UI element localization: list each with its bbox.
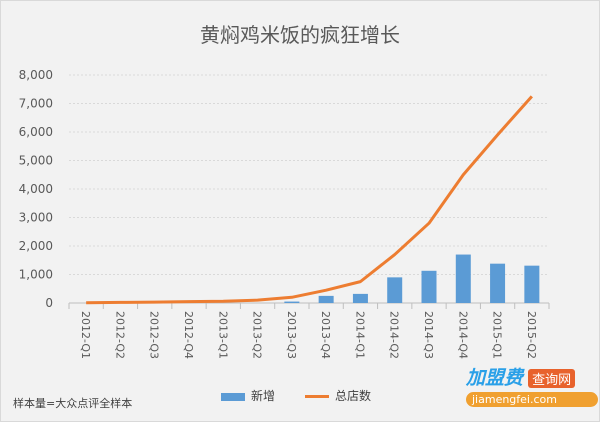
- bar: [284, 301, 300, 303]
- x-tick-label: 2014-Q4: [456, 311, 469, 359]
- legend-item-new: 新增: [221, 387, 275, 404]
- bar: [524, 265, 540, 303]
- x-tick-label: 2012-Q2: [113, 311, 126, 359]
- x-tick-label: 2015-Q1: [491, 311, 504, 359]
- y-tick-label: 2,000: [19, 239, 53, 253]
- x-tick-label: 2014-Q3: [422, 311, 435, 359]
- bar: [490, 263, 506, 303]
- y-tick-label: 3,000: [19, 211, 53, 225]
- y-tick-label: 6,000: [19, 125, 53, 139]
- x-tick-label: 2013-Q1: [216, 311, 229, 359]
- x-tick-label: 2013-Q2: [251, 311, 264, 359]
- x-tick-label: 2014-Q1: [353, 311, 366, 359]
- bar: [387, 277, 403, 303]
- y-tick-label: 5,000: [19, 154, 53, 168]
- bar: [352, 293, 368, 303]
- bar: [455, 254, 471, 303]
- legend: 新增 总店数: [221, 387, 371, 404]
- y-tick-label: 7,000: [19, 97, 53, 111]
- x-tick-label: 2012-Q3: [148, 311, 161, 359]
- legend-label: 新增: [251, 389, 276, 403]
- watermark-logo: 加盟费 查询网 jiamengfei.com: [466, 363, 598, 407]
- y-tick-label: 1,000: [19, 268, 53, 282]
- watermark-brand: 加盟费: [466, 367, 524, 389]
- y-tick-label: 4,000: [19, 182, 53, 196]
- watermark-tag: 查询网: [528, 369, 576, 388]
- watermark-url: jiamengfei.com: [466, 392, 598, 407]
- bar: [318, 295, 334, 303]
- x-tick-label: 2014-Q2: [388, 311, 401, 359]
- legend-swatch-line: [305, 395, 330, 398]
- legend-swatch-bar: [221, 392, 245, 401]
- x-tick-label: 2015-Q2: [525, 311, 538, 359]
- legend-item-total: 总店数: [305, 387, 371, 404]
- legend-label: 总店数: [335, 389, 372, 403]
- line-series-total: [86, 95, 533, 305]
- x-tick-label: 2013-Q4: [319, 311, 332, 359]
- chart-title: 黄焖鸡米饭的疯狂增长: [200, 23, 400, 47]
- sample-note: 样本量=大众点评全样本: [13, 397, 133, 410]
- y-tick-label: 8,000: [19, 68, 53, 82]
- y-tick-label: 0: [45, 296, 53, 310]
- x-tick-label: 2012-Q1: [79, 311, 92, 359]
- x-tick-label: 2012-Q4: [182, 311, 195, 359]
- x-tick-label: 2013-Q3: [285, 311, 298, 359]
- bar: [421, 270, 437, 303]
